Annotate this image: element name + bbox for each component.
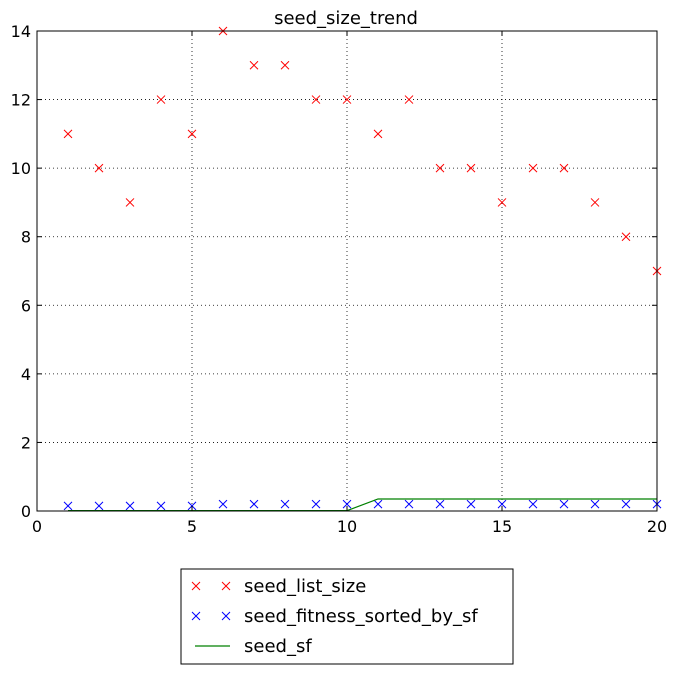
data-point	[528, 499, 538, 509]
data-point	[249, 499, 259, 509]
data-point	[187, 129, 197, 139]
y-tick-label: 10	[11, 159, 31, 178]
x-tick-label: 10	[337, 517, 357, 536]
data-point	[311, 95, 321, 104]
y-tick-label: 0	[21, 502, 31, 521]
series-seed_list_size	[63, 26, 662, 276]
series-seed_sf	[68, 498, 657, 512]
data-point	[621, 499, 631, 509]
legend-marker	[221, 611, 231, 621]
data-point	[373, 499, 383, 509]
legend: seed_list_size seed_fitness_sorted_by_sfs…	[180, 568, 514, 665]
data-point	[497, 499, 507, 509]
legend-label: seed_list_size	[244, 576, 366, 597]
y-tick-label: 6	[21, 296, 31, 315]
data-point	[590, 198, 600, 207]
data-point	[373, 129, 383, 139]
y-tick-label: 4	[21, 365, 31, 384]
data-point	[125, 501, 135, 511]
data-point	[187, 501, 197, 511]
data-point	[435, 163, 445, 173]
data-point	[497, 198, 507, 207]
data-point	[404, 95, 414, 104]
data-point	[404, 499, 414, 509]
x-tick-label: 0	[32, 517, 42, 536]
data-point	[156, 501, 166, 511]
data-point	[218, 499, 228, 509]
y-tick-label: 2	[21, 433, 31, 452]
data-point	[559, 499, 569, 509]
data-point	[559, 163, 569, 173]
legend-label: seed_fitness_sorted_by_sf	[244, 606, 478, 627]
data-point	[590, 499, 600, 509]
legend-marker	[191, 611, 201, 621]
data-point	[156, 95, 166, 104]
y-tick-label: 8	[21, 228, 31, 247]
x-tick-label: 5	[187, 517, 197, 536]
y-tick-label: 12	[11, 91, 31, 110]
data-point	[435, 499, 445, 509]
chart-title: seed_size_trend	[274, 8, 418, 29]
legend-marker	[221, 581, 231, 591]
legend-label: seed_sf	[244, 636, 312, 657]
x-tick-label: 15	[492, 517, 512, 536]
data-point	[125, 198, 135, 207]
data-point	[466, 499, 476, 509]
data-point	[249, 60, 259, 70]
legend-item: seed_fitness_sorted_by_sf	[191, 606, 478, 627]
data-point	[63, 501, 73, 511]
data-point	[280, 499, 290, 509]
data-point	[94, 163, 104, 173]
data-point	[94, 501, 104, 511]
legend-item: seed_list_size	[191, 576, 366, 597]
data-point	[621, 232, 631, 242]
grid-lines	[37, 31, 657, 511]
x-tick-label: 20	[647, 517, 667, 536]
legend-box	[180, 568, 514, 665]
data-point	[466, 163, 476, 173]
data-point	[280, 60, 290, 70]
axis-ticks: 0 5 10 15 20 0 2 4 6 8 10 12 14	[11, 22, 668, 536]
data-point	[342, 499, 352, 509]
legend-marker	[191, 581, 201, 591]
data-point	[63, 129, 73, 139]
data-point	[342, 95, 352, 104]
y-tick-label: 14	[11, 22, 31, 41]
legend-item: seed_sf	[195, 636, 312, 657]
data-point	[528, 163, 538, 173]
series-line	[68, 498, 657, 512]
data-point	[311, 499, 321, 509]
